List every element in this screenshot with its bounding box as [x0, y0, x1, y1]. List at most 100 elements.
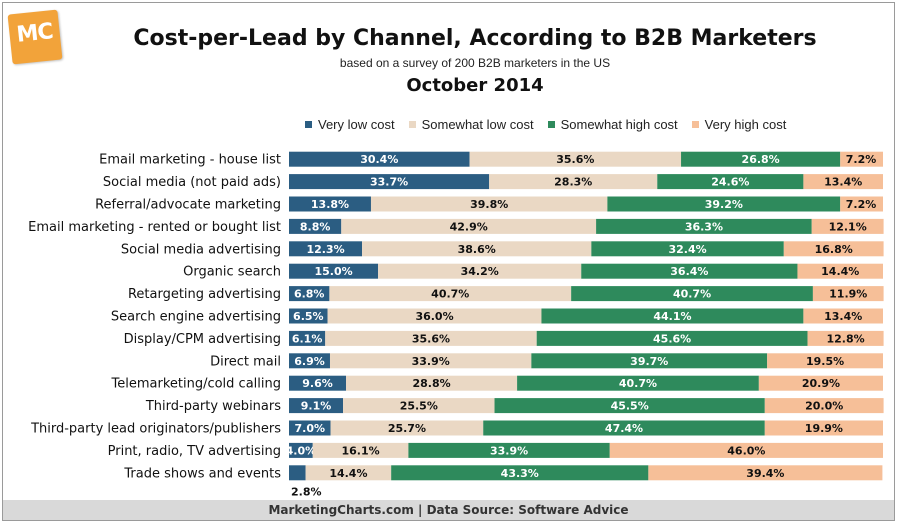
data-label: 38.6%: [458, 243, 496, 256]
bar-very-high-cost: [648, 465, 883, 481]
chart-date: October 2014: [406, 75, 544, 96]
bar-somewhat-high-cost: [571, 286, 813, 302]
bar-very-low-cost: [289, 308, 328, 324]
bar-somewhat-high-cost: [681, 151, 841, 167]
bar-very-low-cost: [289, 398, 344, 414]
bar-very-low-cost: [289, 465, 306, 481]
data-label: 6.1%: [292, 332, 323, 345]
bar-very-low-cost: [289, 420, 331, 436]
footer-source: MarketingCharts.com | Data Source: Softw…: [3, 500, 894, 520]
bar-very-high-cost: [803, 174, 883, 190]
data-label: 14.4%: [821, 265, 859, 278]
category-label: Print, radio, TV advertising: [108, 444, 281, 459]
category-label: Third-party lead originators/publishers: [30, 422, 281, 437]
data-label: 8.8%: [300, 220, 331, 233]
chart-subtitle: based on a survey of 200 B2B marketers i…: [339, 56, 611, 70]
data-label: 24.6%: [711, 176, 749, 189]
legend-label: Very low cost: [318, 117, 395, 132]
data-label: 28.8%: [412, 377, 450, 390]
data-label: 7.0%: [295, 422, 326, 435]
category-label: Social media advertising: [121, 242, 281, 257]
data-label: 9.1%: [301, 400, 332, 413]
data-label: 43.3%: [501, 467, 539, 480]
category-label: Telemarketing/cold calling: [111, 377, 282, 392]
data-label: 46.0%: [727, 444, 765, 457]
data-label: 25.7%: [388, 422, 426, 435]
data-label: 20.0%: [805, 400, 843, 413]
data-label: 35.6%: [412, 332, 450, 345]
bar-very-low-cost: [289, 353, 330, 369]
bar-very-high-cost: [812, 286, 884, 302]
legend-label: Very high cost: [704, 117, 787, 132]
legend-item-somewhat-low: Somewhat low cost: [408, 117, 534, 132]
category-label: Retargeting advertising: [128, 287, 281, 302]
bar-very-high-cost: [783, 241, 884, 257]
bar-somewhat-high-cost: [541, 308, 804, 324]
bar-very-high-cost: [797, 263, 883, 279]
data-label: 7.2%: [846, 198, 877, 211]
data-label: 7.2%: [846, 153, 877, 166]
bar-very-low-cost: [289, 174, 490, 190]
bar-somewhat-high-cost: [517, 375, 759, 391]
bar-somewhat-high-cost: [581, 263, 798, 279]
bar-very-high-cost: [764, 398, 884, 414]
bar-somewhat-low-cost: [362, 241, 592, 257]
category-label: Email marketing - house list: [99, 153, 281, 168]
data-label: 45.6%: [653, 332, 691, 345]
data-label: 45.5%: [611, 400, 649, 413]
data-label: 40.7%: [431, 288, 469, 301]
data-label: 11.9%: [829, 288, 867, 301]
data-label: 16.8%: [815, 243, 853, 256]
bar-very-low-cost: [289, 330, 326, 346]
data-label: 34.2%: [461, 265, 499, 278]
bar-somewhat-high-cost: [494, 398, 765, 414]
bar-somewhat-high-cost: [536, 330, 808, 346]
legend-label: Somewhat high cost: [560, 117, 678, 132]
category-label: Social media (not paid ads): [103, 175, 281, 190]
bar-somewhat-low-cost: [330, 420, 484, 436]
bar-somewhat-high-cost: [531, 353, 768, 369]
category-label: Referral/advocate marketing: [95, 198, 281, 213]
bar-very-low-cost: [289, 263, 379, 279]
bar-somewhat-low-cost: [469, 151, 682, 167]
data-label: 2.8%: [291, 485, 322, 498]
data-label: 47.4%: [605, 422, 643, 435]
data-label: 19.5%: [806, 355, 844, 368]
data-label: 35.6%: [556, 153, 594, 166]
bar-very-high-cost: [767, 353, 883, 369]
category-label: Direct mail: [210, 354, 281, 369]
bar-very-high-cost: [609, 442, 883, 458]
bar-very-high-cost: [840, 196, 883, 212]
data-label: 30.4%: [360, 153, 398, 166]
data-label: 39.2%: [705, 198, 743, 211]
legend: Very low cost Somewhat low cost Somewhat…: [305, 117, 885, 132]
category-label: Third-party webinars: [145, 399, 281, 414]
data-label: 6.5%: [293, 310, 324, 323]
legend-label: Somewhat low cost: [421, 117, 534, 132]
data-label: 28.3%: [554, 176, 592, 189]
bar-very-high-cost: [840, 151, 883, 167]
data-label: 4.0%: [286, 444, 317, 457]
data-label: 6.8%: [294, 288, 325, 301]
bar-very-low-cost: [289, 218, 342, 234]
category-label: Search engine advertising: [111, 310, 281, 325]
data-label: 15.0%: [314, 265, 352, 278]
data-label: 39.8%: [470, 198, 508, 211]
data-label: 33.9%: [412, 355, 450, 368]
data-label: 13.4%: [824, 310, 862, 323]
data-label: 33.9%: [490, 444, 528, 457]
bar-somewhat-low-cost: [325, 330, 537, 346]
data-label: 13.4%: [824, 176, 862, 189]
data-label: 26.8%: [742, 153, 780, 166]
bar-somewhat-low-cost: [329, 353, 532, 369]
data-label: 16.1%: [341, 444, 379, 457]
data-label: 44.1%: [653, 310, 691, 323]
data-label: 9.6%: [302, 377, 333, 390]
category-label: Trade shows and events: [123, 466, 281, 481]
bar-very-low-cost: [289, 151, 470, 167]
bar-somewhat-low-cost: [312, 442, 409, 458]
category-label: Email marketing - rented or bought list: [28, 220, 281, 235]
bar-very-high-cost: [764, 420, 883, 436]
legend-item-very-high: Very high cost: [691, 117, 787, 132]
bar-very-low-cost: [289, 375, 347, 391]
